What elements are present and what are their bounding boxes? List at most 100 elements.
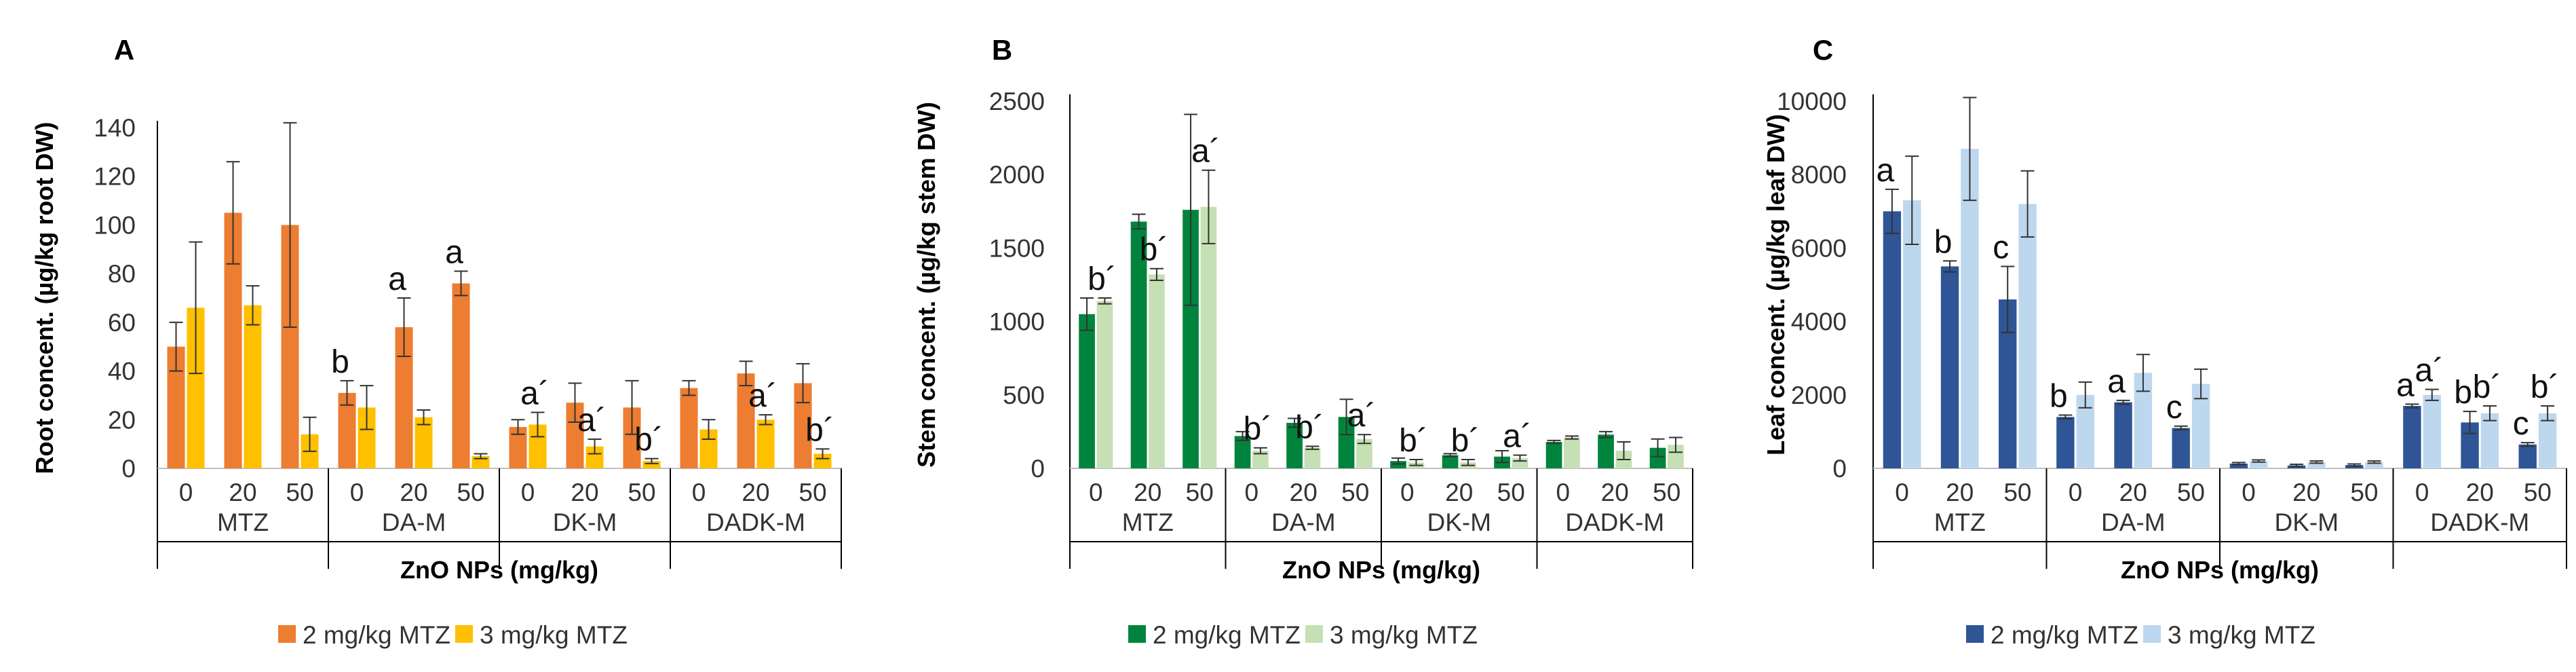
bar-s1-dk-m-0 (1390, 461, 1406, 468)
y-tick-label: 40 (108, 358, 136, 386)
x-tick-label: 0 (179, 479, 193, 506)
x-tick-label: 0 (350, 479, 364, 506)
bar-s1-dadk-m-0 (2403, 406, 2421, 468)
bar-s2-dadk-m-0 (1564, 437, 1580, 468)
y-tick-label: 120 (94, 163, 136, 191)
significance-letter: b´ (1451, 423, 1480, 459)
y-tick-label: 100 (94, 211, 136, 239)
y-tick-label: 0 (121, 455, 136, 483)
x-group-label: DK-M (1427, 508, 1491, 536)
y-tick-label: 1500 (989, 234, 1045, 262)
significance-letter: b (2050, 379, 2068, 415)
significance-letter: c (1993, 229, 2009, 265)
significance-letter: b´ (634, 422, 664, 458)
bar-s1-da-m-50 (452, 283, 470, 468)
x-group-label: DADK-M (2430, 508, 2529, 536)
bar-s1-dadk-m-0 (1545, 442, 1562, 468)
bar-s1-dadk-m-20 (1598, 434, 1614, 468)
bar-s1-dadk-m-0 (680, 388, 698, 468)
significance-letter: b´ (1088, 261, 1117, 297)
bar-s2-dadk-m-50 (813, 453, 832, 468)
x-tick-label: 50 (628, 479, 655, 506)
y-tick-label: 80 (108, 260, 136, 288)
y-tick-label: 2000 (989, 161, 1045, 189)
x-tick-label: 20 (2119, 479, 2147, 506)
x-tick-label: 0 (1556, 479, 1570, 506)
y-tick-label: 4000 (1791, 308, 1847, 336)
bar-s1-dadk-m-50 (1649, 447, 1666, 468)
x-tick-label: 0 (521, 479, 535, 506)
significance-letter: b (331, 344, 349, 380)
x-group-label: MTZ (1934, 508, 1986, 536)
bar-s1-da-m-20 (2114, 402, 2132, 468)
bar-s2-dadk-m-0 (2423, 394, 2441, 468)
bar-s2-mtz-20 (1149, 274, 1165, 468)
x-group-label: DK-M (2274, 508, 2339, 536)
legend-label: 3 mg/kg MTZ (2168, 621, 2315, 649)
x-tick-label: 50 (2524, 479, 2552, 506)
bar-s1-dadk-m-50 (2518, 444, 2537, 468)
bar-s1-da-m-0 (1234, 436, 1251, 468)
bar-s1-dk-m-20 (1442, 455, 1459, 468)
x-tick-label: 0 (1895, 479, 1909, 506)
y-tick-label: 2000 (1791, 381, 1847, 409)
x-tick-label: 50 (286, 479, 313, 506)
bar-s2-dk-m-20 (2307, 462, 2326, 468)
chart-panel-a: A 0 20 40 60 80 100 120 140 Root concent. (µg/kg … (31, 34, 842, 649)
x-tick-label: 50 (457, 479, 484, 506)
panel-label: B (992, 34, 1012, 66)
x-tick-label: 20 (742, 479, 769, 506)
x-tick-label: 20 (1601, 479, 1629, 506)
legend-label: 2 mg/kg MTZ (1153, 621, 1301, 649)
x-tick-label: 20 (1134, 479, 1161, 506)
x-tick-label: 20 (1445, 479, 1473, 506)
y-tick-label: 8000 (1791, 161, 1847, 189)
significance-letter: c (2513, 406, 2529, 442)
bar-s2-mtz-50 (1200, 206, 1217, 468)
x-tick-label: 50 (799, 479, 826, 506)
legend-swatch (2143, 625, 2161, 643)
legend-label: 3 mg/kg MTZ (480, 621, 628, 649)
significance-letter: b´ (2531, 369, 2560, 405)
x-tick-label: 0 (2415, 479, 2429, 506)
significance-letter: a´ (1347, 398, 1377, 434)
significance-letter: b (2454, 375, 2472, 411)
x-group-label: DADK-M (706, 508, 805, 536)
significance-letter: a´ (1191, 134, 1220, 170)
bar-s2-dadk-m-50 (1668, 445, 1684, 468)
x-group-label: DA-M (1271, 508, 1336, 536)
x-group-label: MTZ (217, 508, 269, 536)
bar-s2-mtz-20 (244, 305, 262, 468)
x-tick-label: 20 (1946, 479, 1974, 506)
significance-letter: a´ (748, 378, 777, 414)
y-tick-label: 0 (1031, 455, 1045, 483)
legend-swatch (1966, 625, 1984, 643)
bar-s2-da-m-20 (1304, 447, 1321, 468)
bar-s2-dk-m-0 (2250, 461, 2268, 468)
x-tick-label: 50 (2177, 479, 2205, 506)
x-tick-label: 20 (1290, 479, 1318, 506)
significance-letter: b´ (1399, 423, 1428, 459)
bar-s1-mtz-20 (1940, 266, 1959, 468)
legend-label: 2 mg/kg MTZ (303, 621, 450, 649)
y-tick-label: 1000 (989, 308, 1045, 336)
bar-s2-da-m-50 (1356, 438, 1372, 468)
bar-s2-da-m-0 (1252, 451, 1269, 468)
x-group-label: DK-M (553, 508, 617, 536)
x-tick-label: 20 (2292, 479, 2320, 506)
x-axis-title: ZnO NPs (mg/kg) (2121, 556, 2319, 584)
bar-s1-da-m-50 (2172, 428, 2190, 468)
x-group-label: DA-M (382, 508, 446, 536)
significance-letter: a (388, 261, 406, 297)
bar-s1-mtz-50 (1183, 210, 1199, 468)
legend-swatch (1128, 625, 1146, 643)
x-tick-label: 0 (2069, 479, 2083, 506)
bar-s1-da-m-0 (2056, 417, 2075, 468)
x-tick-label: 50 (2350, 479, 2378, 506)
panel-label: A (114, 34, 134, 66)
legend-label: 3 mg/kg MTZ (1330, 621, 1478, 649)
bar-s1-mtz-0 (1883, 211, 1902, 468)
x-group-label: DA-M (2101, 508, 2166, 536)
significance-letter: a´ (577, 403, 607, 438)
